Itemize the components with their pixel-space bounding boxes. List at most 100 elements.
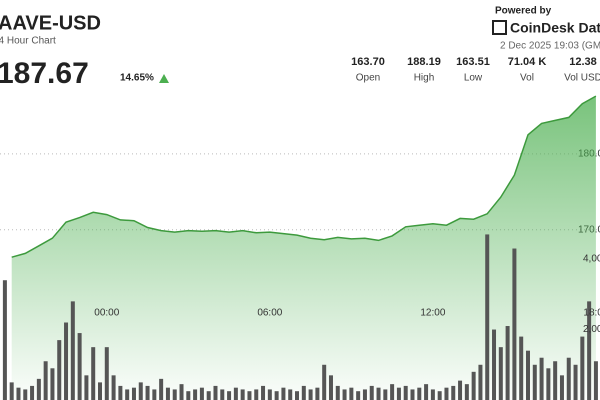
volume-bar bbox=[430, 389, 435, 400]
volume-bar bbox=[2, 280, 7, 400]
timestamp: 2 Dec 2025 19:03 (GMT) bbox=[500, 41, 600, 52]
volume-bar bbox=[315, 387, 320, 400]
stat-value: 71.04 K bbox=[508, 56, 547, 68]
volume-bar bbox=[424, 384, 429, 400]
volume-bar bbox=[186, 391, 191, 400]
volume-bar bbox=[43, 361, 48, 400]
subtitle: 24 Hour Chart bbox=[0, 36, 56, 47]
volume-bar bbox=[546, 368, 551, 400]
volume-bar bbox=[179, 384, 184, 400]
price-area bbox=[11, 96, 596, 400]
volume-bar bbox=[580, 336, 585, 400]
volume-bar bbox=[383, 389, 388, 400]
volume-bar bbox=[471, 371, 476, 400]
volume-bar bbox=[50, 368, 55, 400]
volume-bar bbox=[193, 389, 198, 400]
volume-bar bbox=[152, 389, 157, 400]
volume-bar bbox=[57, 340, 62, 400]
price: 187.67 bbox=[0, 57, 89, 90]
stat-label: High bbox=[414, 73, 435, 84]
volume-bar bbox=[125, 389, 130, 400]
volume-bar bbox=[587, 301, 592, 400]
powered-by: Powered by bbox=[495, 6, 552, 17]
volume-bar bbox=[593, 361, 598, 400]
volume-bar bbox=[227, 391, 232, 400]
volume-bar bbox=[240, 389, 245, 400]
volume-bar bbox=[478, 364, 483, 400]
volume-bar bbox=[573, 364, 578, 400]
volume-bar bbox=[328, 375, 333, 400]
volume-bar bbox=[64, 322, 69, 400]
stat-label: Vol USD bbox=[564, 73, 600, 84]
volume-bar bbox=[451, 385, 456, 400]
volume-bar bbox=[362, 389, 367, 400]
volume-bar bbox=[417, 387, 422, 400]
volume-bar bbox=[437, 391, 442, 400]
stat-value: 163.70 bbox=[351, 56, 385, 68]
volume-bar bbox=[349, 387, 354, 400]
x-tick-label: 00:00 bbox=[94, 308, 119, 319]
volume-bar bbox=[539, 357, 544, 400]
volume-bar bbox=[396, 387, 401, 400]
volume-bar bbox=[281, 387, 286, 400]
volume-bar bbox=[559, 375, 564, 400]
price-line bbox=[11, 95, 597, 258]
stat-value: 188.19 bbox=[407, 56, 441, 68]
volume-bar bbox=[553, 361, 558, 400]
volume-bar bbox=[247, 391, 252, 400]
volume-bar bbox=[464, 384, 469, 400]
volume-bar bbox=[30, 385, 35, 400]
volume-bar bbox=[118, 385, 123, 400]
volume-bar bbox=[70, 301, 75, 400]
stat-value: 163.51 bbox=[456, 56, 490, 68]
volume-bar bbox=[295, 391, 300, 400]
volume-bar bbox=[213, 385, 218, 400]
stat-label: Low bbox=[464, 73, 483, 84]
volume-bar bbox=[288, 389, 293, 400]
volume-bar bbox=[91, 347, 96, 400]
volume-bar bbox=[23, 389, 28, 400]
volume-bar bbox=[111, 375, 116, 400]
y2-tick-label: 2,000 bbox=[583, 324, 600, 335]
symbol: AAVE-USD bbox=[0, 12, 101, 34]
up-arrow bbox=[159, 74, 169, 83]
volume-bar bbox=[220, 389, 225, 400]
volume-bar bbox=[9, 382, 14, 400]
volume-bar bbox=[308, 389, 313, 400]
volume-bar bbox=[505, 326, 510, 400]
volume-bar bbox=[335, 385, 340, 400]
stat-value: 12.38 bbox=[569, 56, 597, 68]
volume-bar bbox=[444, 387, 449, 400]
x-tick-label: 18:00 bbox=[583, 308, 600, 319]
volume-bar bbox=[233, 387, 238, 400]
volume-bar bbox=[390, 384, 395, 400]
volume-bar bbox=[145, 385, 150, 400]
stat-label: Open bbox=[356, 73, 380, 84]
volume-bar bbox=[199, 387, 204, 400]
x-tick-label: 12:00 bbox=[420, 308, 445, 319]
stat-label: Vol bbox=[520, 73, 534, 84]
brand-logo bbox=[492, 20, 507, 35]
volume-bar bbox=[369, 385, 374, 400]
volume-bar bbox=[342, 389, 347, 400]
volume-bar bbox=[492, 329, 497, 400]
volume-bar bbox=[36, 378, 41, 400]
volume-bar bbox=[84, 375, 89, 400]
volume-bar bbox=[267, 389, 272, 400]
volume-bar bbox=[138, 382, 143, 400]
volume-bar bbox=[356, 391, 361, 400]
volume-bar bbox=[131, 387, 136, 400]
volume-bar bbox=[512, 248, 517, 400]
volume-bar bbox=[376, 387, 381, 400]
volume-bar bbox=[165, 387, 170, 400]
volume-bar bbox=[458, 380, 463, 400]
y2-tick-label: 4,000 bbox=[583, 254, 600, 265]
change: 14.65% bbox=[120, 73, 154, 84]
volume-bar bbox=[206, 391, 211, 400]
volume-bar bbox=[254, 389, 259, 400]
volume-bar bbox=[98, 382, 102, 400]
volume-bar bbox=[519, 336, 524, 400]
volume-bar bbox=[498, 347, 503, 400]
